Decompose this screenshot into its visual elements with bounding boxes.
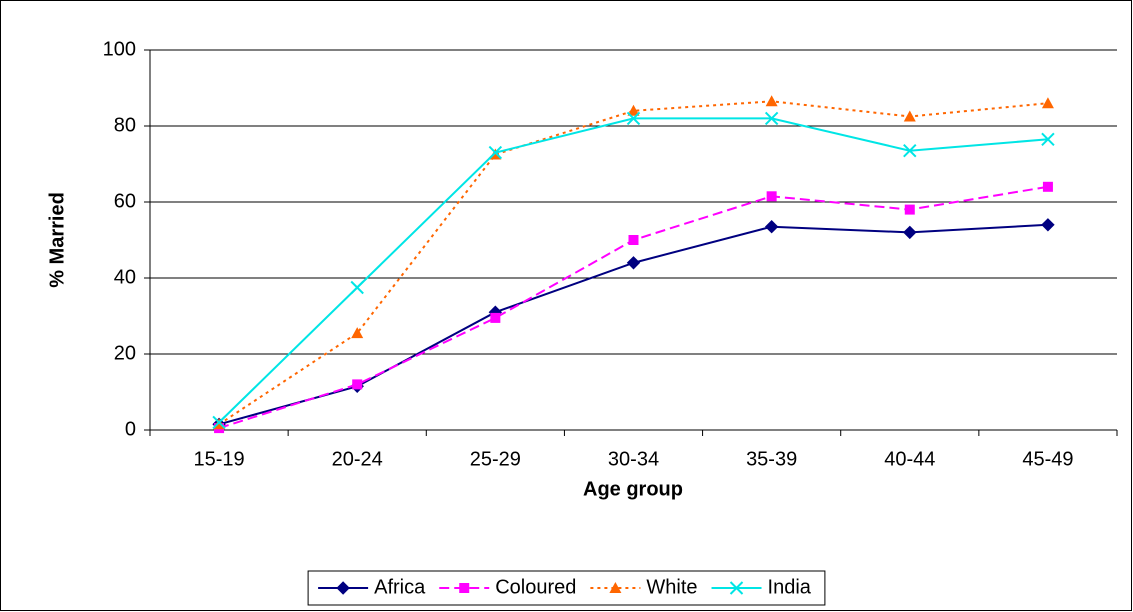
- y-axis-label: % Married: [46, 192, 68, 288]
- marker: [766, 191, 777, 202]
- marker: [490, 312, 501, 323]
- x-tick-label: 15-19: [193, 448, 244, 470]
- marker: [903, 110, 916, 122]
- marker: [459, 583, 470, 593]
- y-tick-label: 20: [114, 342, 136, 364]
- legend: Africa Coloured White India: [307, 570, 826, 606]
- marker: [764, 111, 779, 126]
- x-tick-label: 45-49: [1022, 448, 1073, 470]
- marker: [627, 104, 640, 116]
- marker: [609, 582, 622, 593]
- legend-label: Africa: [374, 576, 426, 598]
- y-tick-label: 40: [114, 266, 136, 288]
- marker: [903, 143, 917, 158]
- legend-label: India: [768, 576, 812, 598]
- marker: [212, 415, 226, 430]
- marker: [350, 280, 364, 295]
- marker: [903, 225, 917, 240]
- y-tick-label: 100: [103, 38, 136, 60]
- marker: [1041, 218, 1055, 232]
- marker: [1041, 97, 1054, 109]
- marker: [1041, 132, 1055, 147]
- marker: [1042, 181, 1053, 192]
- marker: [336, 581, 350, 595]
- marker: [626, 111, 641, 126]
- marker: [352, 379, 363, 390]
- x-tick-label: 20-24: [332, 448, 383, 470]
- marker: [729, 581, 744, 595]
- marker: [351, 327, 364, 339]
- legend-label: Coloured: [495, 576, 576, 598]
- y-tick-label: 60: [114, 190, 136, 212]
- marker: [764, 219, 779, 234]
- legend-label: White: [646, 576, 697, 598]
- x-tick-label: 25-29: [470, 448, 521, 470]
- marker: [765, 95, 778, 107]
- x-axis-label: Age group: [583, 478, 683, 500]
- y-tick-label: 80: [114, 114, 136, 136]
- x-tick-label: 35-39: [746, 448, 797, 470]
- marker: [488, 145, 503, 160]
- marker: [626, 256, 641, 270]
- y-tick-label: 0: [125, 418, 136, 440]
- marker: [904, 204, 915, 215]
- x-tick-label: 40-44: [884, 448, 935, 470]
- marker: [628, 235, 639, 245]
- x-tick-label: 30-34: [608, 448, 659, 470]
